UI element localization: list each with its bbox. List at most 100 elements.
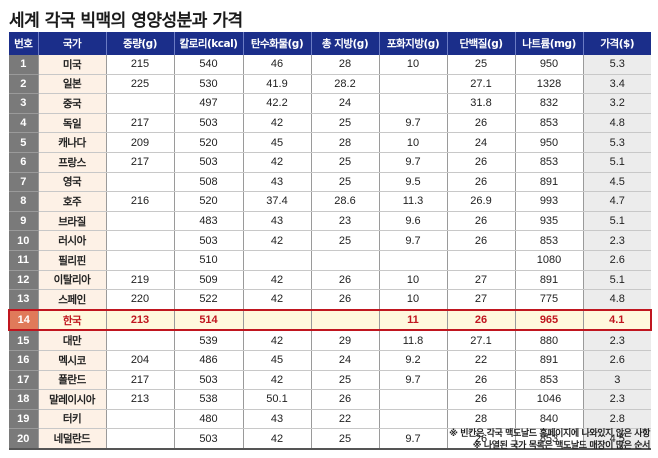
cell-carbohydrate: 42.2 [242,93,311,114]
table-row: 11 필리핀 510 1080 2.6 [9,250,651,271]
cell-price: 3.4 [582,74,651,95]
footnote-country-order: ※ 나열된 국가 목록은 맥도날드 매장이 많은 순서 [472,441,651,451]
cell-total-fat: 25 [310,113,379,134]
cell-calories: 540 [173,55,243,75]
cell-weight: 217 [105,152,174,173]
cell-calories: 503 [173,152,243,173]
table-row: 18 말레이시아 213 538 50.1 26 26 1046 2.3 [9,389,651,410]
cell-country: 브라질 [37,211,106,232]
table-row: 1 미국 215 540 46 28 10 25 950 5.3 [9,55,651,75]
cell-price: 5.1 [582,270,651,291]
cell-calories: 503 [173,230,243,251]
cell-protein: 26 [446,172,515,193]
cell-calories: 509 [173,270,243,291]
cell-saturated-fat: 10 [378,55,447,75]
cell-number: 18 [9,389,38,410]
cell-calories: 497 [173,93,243,114]
cell-total-fat: 22 [310,409,379,430]
cell-saturated-fat: 11.3 [378,191,447,212]
cell-sodium: 853 [514,428,583,450]
cell-number: 3 [9,93,38,114]
cell-sodium: 853 [514,230,583,251]
header-calories: 칼로리(kcal) [173,32,243,55]
cell-price: 4.8 [582,289,651,311]
cell-protein: 26 [446,152,515,173]
bigmac-nutrition-table: 번호 국가 중량(g) 칼로리(kcal) 탄수화물(g) 총 지방(g) 포화… [8,32,652,450]
cell-total-fat: 26 [310,270,379,291]
cell-protein [446,250,515,271]
cell-number: 11 [9,250,38,271]
cell-number: 13 [9,289,38,311]
cell-protein: 26 [446,428,515,450]
cell-price: 2.3 [582,230,651,251]
header-saturated-fat: 포화지방(g) [378,32,447,55]
cell-sodium: 935 [514,211,583,232]
cell-saturated-fat: 9.7 [378,370,447,391]
cell-total-fat: 29 [310,330,379,351]
cell-sodium: 950 [514,55,583,75]
cell-protein: 25 [446,55,515,75]
cell-number: 12 [9,270,38,291]
cell-carbohydrate: 37.4 [242,191,311,212]
cell-calories: 520 [173,191,243,212]
cell-protein: 26 [446,370,515,391]
table-row: 16 멕시코 204 486 45 24 9.2 22 891 2.6 [9,350,651,371]
cell-carbohydrate [242,250,311,271]
cell-calories: 539 [173,330,243,351]
cell-carbohydrate: 42 [242,152,311,173]
cell-saturated-fat: 9.7 [378,113,447,134]
cell-country: 일본 [37,74,106,95]
header-protein: 단백질(g) [446,32,515,55]
cell-price: 3.2 [582,93,651,114]
footnote-blank-cells: ※ 빈칸은 각국 맥도날드 홈페이지에 나와있지 않은 사항 [449,429,650,439]
table-row: 3 중국 497 42.2 24 31.8 832 3.2 [9,93,651,114]
cell-total-fat: 24 [310,93,379,114]
cell-calories: 483 [173,211,243,232]
cell-weight [105,409,174,430]
cell-price: 4.1 [582,308,652,332]
cell-country: 네덜란드 [37,428,106,450]
cell-saturated-fat: 10 [378,289,447,311]
cell-calories: 514 [173,308,243,332]
cell-weight [105,428,174,450]
cell-sodium: 1080 [514,250,583,271]
cell-calories: 530 [173,74,243,95]
cell-carbohydrate [242,308,311,332]
cell-country: 한국 [37,308,106,332]
cell-total-fat [310,308,379,332]
cell-total-fat: 28.2 [310,74,379,95]
table-row: 17 폴란드 217 503 42 25 9.7 26 853 3 [9,370,651,391]
cell-weight [105,93,174,114]
cell-carbohydrate: 42 [242,370,311,391]
cell-weight [105,330,174,351]
cell-price: 4.7 [582,191,651,212]
cell-number: 1 [9,55,38,75]
header-number: 번호 [9,32,38,55]
cell-sodium: 891 [514,350,583,371]
cell-price: 3 [582,370,651,391]
cell-weight: 219 [105,270,174,291]
cell-carbohydrate: 42 [242,289,311,311]
cell-number: 5 [9,132,38,153]
cell-weight: 220 [105,289,174,311]
cell-sodium: 853 [514,113,583,134]
cell-country: 캐나다 [37,132,106,153]
cell-carbohydrate: 42 [242,270,311,291]
cell-total-fat: 28 [310,55,379,75]
page-title: 세계 각국 빅맥의 영양성분과 가격 [9,11,243,31]
table-row-highlighted: 14 한국 213 514 11 26 965 4.1 [8,308,652,332]
table-row: 10 러시아 503 42 25 9.7 26 853 2.3 [9,230,651,251]
cell-total-fat [310,250,379,271]
cell-carbohydrate: 50.1 [242,389,311,410]
cell-price: 5.1 [582,211,651,232]
cell-sodium: 1328 [514,74,583,95]
cell-calories: 538 [173,389,243,410]
cell-weight: 225 [105,74,174,95]
footnotes: ※ 빈칸은 각국 맥도날드 홈페이지에 나와있지 않은 사항 ※ 나열된 국가 … [449,428,650,452]
cell-protein: 28 [446,409,515,430]
cell-number: 16 [9,350,38,371]
cell-protein: 26 [446,211,515,232]
cell-weight: 216 [105,191,174,212]
table-header-row: 번호 국가 중량(g) 칼로리(kcal) 탄수화물(g) 총 지방(g) 포화… [9,32,651,55]
cell-number: 2 [9,74,38,95]
